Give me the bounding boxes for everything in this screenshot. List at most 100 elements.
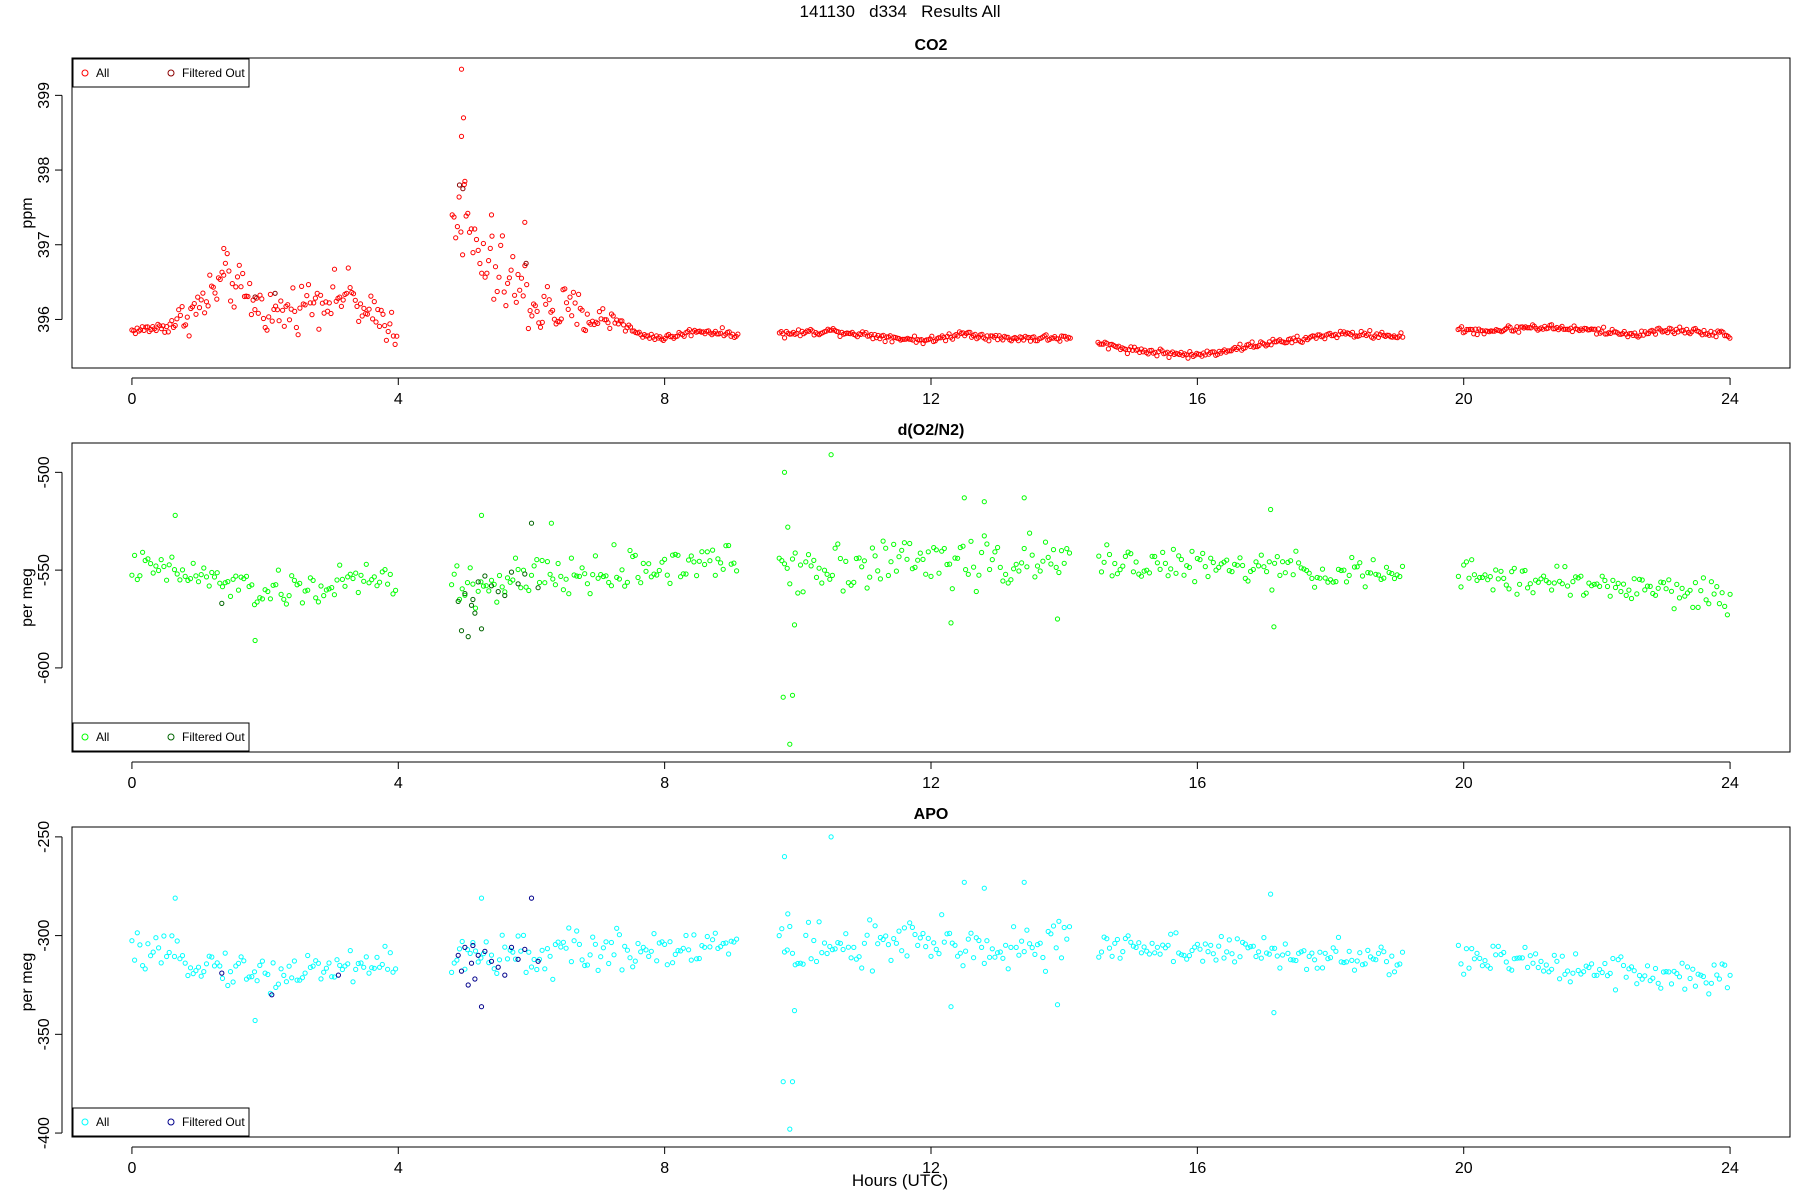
apo-point bbox=[995, 950, 1001, 956]
o2n2-point bbox=[387, 571, 393, 578]
apo-point bbox=[811, 937, 817, 944]
o2n2-point bbox=[619, 567, 625, 573]
o2n2-point bbox=[1700, 575, 1707, 581]
co2-point bbox=[305, 282, 312, 288]
x-axis-label: Hours (UTC) bbox=[851, 1171, 949, 1190]
apo-point bbox=[1309, 950, 1315, 956]
o2n2-point bbox=[1066, 550, 1073, 556]
apo-y-axis: -250 -300 -350 -400 bbox=[36, 821, 63, 1149]
o2n2-point bbox=[867, 574, 873, 580]
o2n2-point bbox=[1253, 559, 1259, 565]
o2n2-point bbox=[350, 575, 356, 582]
apo-point bbox=[246, 974, 252, 980]
o2n2-point bbox=[198, 572, 204, 578]
apo-point bbox=[1477, 955, 1483, 962]
o2n2-point bbox=[989, 557, 995, 563]
co2-point bbox=[1154, 353, 1160, 359]
co2-point bbox=[595, 320, 601, 326]
apo-point bbox=[547, 953, 553, 959]
apo-point bbox=[1663, 969, 1669, 975]
apo-point bbox=[252, 1017, 258, 1024]
apo-point bbox=[1559, 953, 1565, 959]
apo-point bbox=[1202, 941, 1208, 947]
o2n2-point bbox=[791, 622, 798, 628]
apo-point bbox=[558, 944, 564, 950]
co2-point bbox=[486, 258, 492, 264]
apo-filtered-point bbox=[468, 960, 475, 966]
o2n2-point bbox=[1501, 575, 1507, 582]
o2n2-point bbox=[273, 582, 279, 588]
o2n2-point bbox=[1607, 593, 1613, 599]
apo-point bbox=[1106, 945, 1113, 951]
co2-point bbox=[344, 290, 350, 296]
apo-point bbox=[780, 1079, 786, 1085]
co2-point bbox=[718, 330, 724, 336]
o2n2-point bbox=[1511, 565, 1517, 571]
co2-point bbox=[390, 333, 396, 339]
apo-point bbox=[1652, 965, 1659, 972]
co2-panel-title: CO2 bbox=[915, 37, 948, 54]
o2n2-point bbox=[808, 563, 814, 569]
o2n2-point bbox=[1578, 573, 1584, 579]
o2n2-point bbox=[310, 577, 316, 584]
o2n2-point bbox=[1106, 551, 1113, 558]
o2n2-point bbox=[528, 572, 535, 578]
apo-point bbox=[1519, 955, 1525, 961]
apo-point bbox=[584, 962, 591, 968]
o2n2-point bbox=[169, 554, 175, 560]
co2-point bbox=[309, 312, 315, 318]
o2n2-point bbox=[917, 550, 923, 556]
co2-point bbox=[281, 323, 287, 329]
o2n2-point bbox=[678, 574, 684, 580]
o2n2-point bbox=[1064, 546, 1070, 552]
apo-point bbox=[1034, 942, 1041, 948]
o2n2-point bbox=[494, 599, 500, 605]
apo-point bbox=[1554, 958, 1560, 964]
co2-point bbox=[280, 307, 286, 313]
apo-point bbox=[1594, 972, 1600, 978]
o2n2-point bbox=[1016, 568, 1022, 574]
apo-point bbox=[1293, 957, 1299, 964]
apo-filtered-point bbox=[535, 958, 541, 964]
apo-point bbox=[278, 966, 284, 972]
apo-point bbox=[504, 956, 511, 962]
o2n2-point bbox=[632, 552, 638, 558]
o2n2-point bbox=[1181, 572, 1187, 578]
o2n2-point bbox=[1397, 573, 1403, 580]
o2n2-point bbox=[1644, 583, 1651, 589]
apo-point bbox=[909, 924, 916, 931]
o2n2-point bbox=[720, 566, 726, 572]
apo-point bbox=[864, 932, 870, 938]
co2-point bbox=[214, 296, 220, 302]
apo-point bbox=[1268, 891, 1274, 897]
o2n2-point bbox=[294, 582, 300, 588]
apo-point bbox=[512, 956, 519, 962]
apo-point bbox=[925, 935, 931, 942]
apo-point bbox=[1549, 966, 1555, 972]
o2n2-point bbox=[1061, 560, 1067, 566]
apo-point bbox=[1538, 958, 1544, 965]
apo-point bbox=[1216, 943, 1222, 949]
apo-point bbox=[791, 1008, 798, 1014]
o2n2-point bbox=[369, 577, 375, 583]
apo-panel-title: APO bbox=[914, 806, 949, 823]
o2n2-point bbox=[361, 578, 367, 584]
apo-point bbox=[813, 958, 820, 965]
o2n2-point bbox=[1541, 573, 1547, 579]
o2n2-point bbox=[249, 582, 255, 588]
o2n2-point bbox=[1101, 559, 1107, 565]
co2-point bbox=[627, 324, 634, 330]
apo-point bbox=[560, 939, 567, 945]
o2n2-point bbox=[222, 580, 228, 586]
co2-point bbox=[392, 341, 398, 347]
o2n2-point bbox=[779, 558, 785, 564]
apo-point bbox=[1109, 953, 1115, 959]
o2n2-point bbox=[1114, 571, 1121, 577]
o2n2-point bbox=[877, 576, 884, 582]
apo-point bbox=[1647, 978, 1653, 984]
o2n2-point bbox=[899, 547, 905, 553]
apo-point bbox=[859, 965, 865, 971]
o2n2-point bbox=[1003, 571, 1009, 578]
apo-point bbox=[989, 946, 995, 952]
co2-point bbox=[610, 313, 616, 319]
